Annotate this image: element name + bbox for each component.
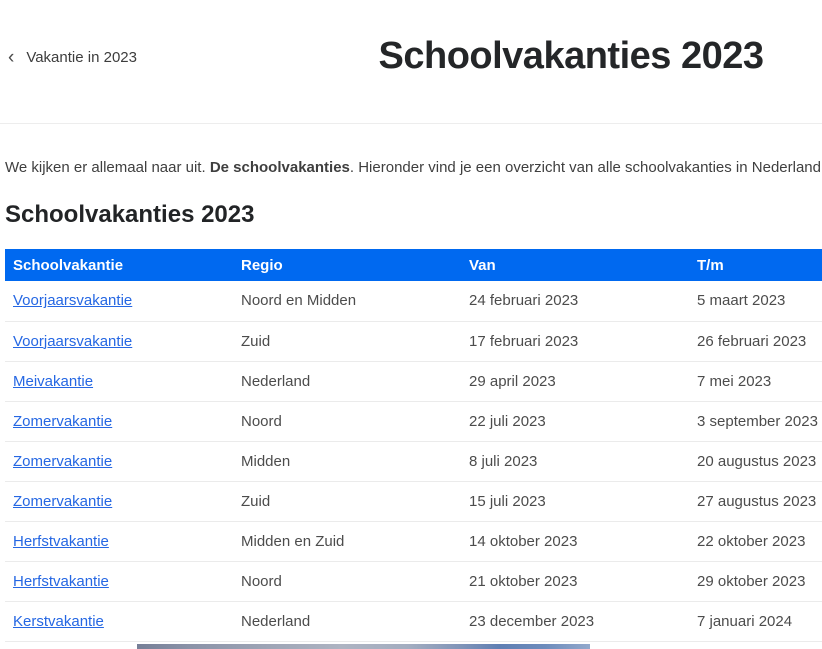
column-header-regio: Regio xyxy=(233,249,461,281)
regio-cell: Nederland xyxy=(233,601,461,642)
back-link-label: Vakantie in 2023 xyxy=(26,49,137,66)
table-row: Zomervakantie Noord 22 juli 2023 3 septe… xyxy=(5,401,822,442)
tm-cell: 29 oktober 2023 xyxy=(689,561,822,602)
intro-text-2: . Hieronder vind je een overzicht van al… xyxy=(349,159,822,176)
tm-cell: 7 januari 2024 xyxy=(689,601,822,642)
van-cell: 17 februari 2023 xyxy=(461,321,689,362)
tm-cell: 27 augustus 2023 xyxy=(689,481,822,522)
table-row: Voorjaarsvakantie Noord en Midden 24 feb… xyxy=(5,281,822,322)
section-heading: Schoolvakanties 2023 xyxy=(5,201,255,228)
table-row: Zomervakantie Zuid 15 juli 2023 27 augus… xyxy=(5,481,822,522)
vakantie-link[interactable]: Meivakantie xyxy=(13,372,94,390)
vakantie-link[interactable]: Herfstvakantie xyxy=(13,572,109,590)
tm-cell: 3 september 2023 xyxy=(689,401,822,442)
regio-cell: Zuid xyxy=(233,321,461,362)
table-header-row: Schoolvakantie Regio Van T/m xyxy=(5,249,822,281)
tm-cell: 7 mei 2023 xyxy=(689,361,822,402)
van-cell: 24 februari 2023 xyxy=(461,281,689,322)
table-row: Voorjaarsvakantie Zuid 17 februari 2023 … xyxy=(5,321,822,362)
vakantie-link[interactable]: Voorjaarsvakantie xyxy=(13,332,133,350)
regio-cell: Nederland xyxy=(233,361,461,402)
van-cell: 22 juli 2023 xyxy=(461,401,689,442)
vakantie-link[interactable]: Kerstvakantie xyxy=(13,612,104,630)
tm-cell: 26 februari 2023 xyxy=(689,321,822,362)
intro-text-1: We kijken er allemaal naar uit. xyxy=(5,159,210,176)
table-row: Kerstvakantie Nederland 23 december 2023… xyxy=(5,601,822,642)
van-cell: 29 april 2023 xyxy=(461,361,689,402)
vakantie-link[interactable]: Zomervakantie xyxy=(13,452,113,470)
regio-cell: Noord xyxy=(233,401,461,442)
vakantie-link[interactable]: Zomervakantie xyxy=(13,412,113,430)
tm-cell: 20 augustus 2023 xyxy=(689,441,822,482)
intro-text-bold: De schoolvakanties xyxy=(209,159,350,176)
page-title: Schoolvakanties 2023 xyxy=(378,35,765,77)
vakanties-table: Schoolvakantie Regio Van T/m Voorjaarsva… xyxy=(5,249,822,642)
van-cell: 14 oktober 2023 xyxy=(461,521,689,562)
table-row: Herfstvakantie Noord 21 oktober 2023 29 … xyxy=(5,561,822,602)
regio-cell: Noord xyxy=(233,561,461,602)
partial-image-top-edge xyxy=(137,644,590,649)
van-cell: 21 oktober 2023 xyxy=(461,561,689,602)
van-cell: 8 juli 2023 xyxy=(461,441,689,482)
table-row: Zomervakantie Midden 8 juli 2023 20 augu… xyxy=(5,441,822,482)
back-chevron-icon: ‹ xyxy=(8,47,15,68)
regio-cell: Noord en Midden xyxy=(233,281,461,322)
vakantie-link[interactable]: Zomervakantie xyxy=(13,492,113,510)
tm-cell: 5 maart 2023 xyxy=(689,281,822,322)
column-header-van: Van xyxy=(461,249,689,281)
regio-cell: Zuid xyxy=(233,481,461,522)
tm-cell: 22 oktober 2023 xyxy=(689,521,822,562)
table-row: Herfstvakantie Midden en Zuid 14 oktober… xyxy=(5,521,822,562)
column-header-schoolvakantie: Schoolvakantie xyxy=(5,249,233,281)
intro-paragraph: We kijken er allemaal naar uit. De schoo… xyxy=(5,157,822,179)
vakantie-link[interactable]: Voorjaarsvakantie xyxy=(13,292,133,310)
column-header-tm: T/m xyxy=(689,249,822,281)
regio-cell: Midden en Zuid xyxy=(233,521,461,562)
vakantie-link[interactable]: Herfstvakantie xyxy=(13,532,109,550)
van-cell: 15 juli 2023 xyxy=(461,481,689,522)
regio-cell: Midden xyxy=(233,441,461,482)
table-row: Meivakantie Nederland 29 april 2023 7 me… xyxy=(5,361,822,402)
back-link[interactable]: ‹ Vakantie in 2023 xyxy=(8,48,137,67)
van-cell: 23 december 2023 xyxy=(461,601,689,642)
page-header: ‹ Vakantie in 2023 Schoolvakanties 2023 xyxy=(0,0,822,124)
